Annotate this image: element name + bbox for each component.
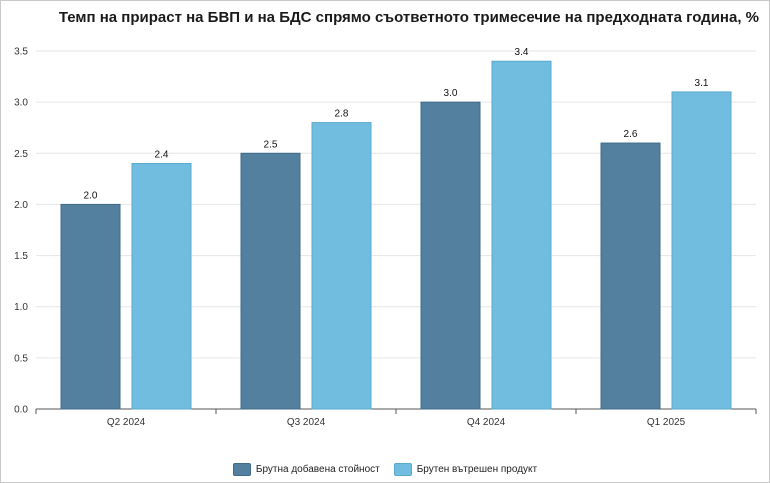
legend-swatch-gdp [393, 463, 412, 476]
bar-gva[interactable] [600, 142, 661, 410]
y-tick-label: 1.5 [14, 251, 28, 262]
legend: Брутна добавена стойност Брутен вътрешен… [1, 463, 769, 476]
y-tick-label: 3.0 [14, 98, 28, 109]
data-label: 3.0 [444, 88, 458, 99]
legend-swatch-gva [232, 463, 251, 476]
bar-gdp[interactable] [131, 163, 192, 410]
data-label: 3.4 [515, 47, 529, 58]
bar-gdp[interactable] [311, 122, 372, 410]
y-tick-label: 0.0 [14, 405, 28, 416]
x-tick-label: Q2 2024 [107, 417, 146, 428]
x-tick-label: Q3 2024 [287, 417, 326, 428]
bar-gva[interactable] [240, 152, 301, 410]
bar-gva[interactable] [420, 101, 481, 410]
bar-gdp[interactable] [671, 91, 732, 410]
bar-gva[interactable] [60, 203, 121, 410]
legend-label-gdp: Брутен вътрешен продукт [416, 464, 538, 475]
data-label: 3.1 [695, 78, 709, 89]
y-tick-label: 2.0 [14, 200, 28, 211]
legend-item-gdp[interactable]: Брутен вътрешен продукт [393, 463, 538, 476]
x-tick-label: Q1 2025 [647, 417, 686, 428]
y-tick-label: 2.5 [14, 149, 28, 160]
data-label: 2.4 [155, 150, 169, 161]
data-label: 2.8 [335, 109, 349, 120]
data-label: 2.5 [264, 139, 278, 150]
chart-title: Темп на прираст на БВП и на БДС спрямо с… [58, 9, 759, 26]
x-tick-label: Q4 2024 [467, 417, 506, 428]
data-label: 2.0 [84, 190, 98, 201]
legend-label-gva: Брутна добавена стойност [255, 464, 380, 475]
legend-item-gva[interactable]: Брутна добавена стойност [232, 463, 380, 476]
y-tick-label: 0.5 [14, 353, 28, 364]
bar-gdp[interactable] [491, 60, 552, 410]
y-tick-label: 3.5 [14, 47, 28, 58]
y-tick-label: 1.0 [14, 302, 28, 313]
data-label: 2.6 [624, 129, 638, 140]
